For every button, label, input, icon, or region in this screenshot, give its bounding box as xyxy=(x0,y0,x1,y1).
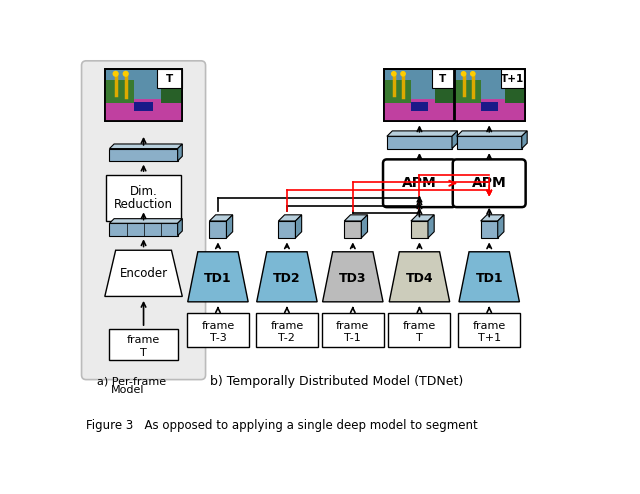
Polygon shape xyxy=(257,252,317,302)
FancyBboxPatch shape xyxy=(81,61,205,379)
FancyBboxPatch shape xyxy=(105,69,182,121)
FancyBboxPatch shape xyxy=(431,69,454,88)
Text: frame: frame xyxy=(127,335,160,345)
FancyBboxPatch shape xyxy=(481,221,498,238)
Polygon shape xyxy=(435,80,455,103)
Text: TD1: TD1 xyxy=(476,272,503,285)
Polygon shape xyxy=(105,250,182,296)
Text: T: T xyxy=(166,74,173,83)
Polygon shape xyxy=(389,252,450,302)
Polygon shape xyxy=(323,252,383,302)
Polygon shape xyxy=(362,215,367,238)
FancyBboxPatch shape xyxy=(278,221,296,238)
Polygon shape xyxy=(387,131,458,136)
Polygon shape xyxy=(522,131,527,149)
Text: T+1: T+1 xyxy=(477,333,500,343)
FancyBboxPatch shape xyxy=(187,313,249,347)
Text: T: T xyxy=(416,333,423,343)
Text: T: T xyxy=(140,348,147,358)
Polygon shape xyxy=(454,99,525,121)
Polygon shape xyxy=(227,215,233,238)
FancyBboxPatch shape xyxy=(106,175,180,221)
Text: T-1: T-1 xyxy=(344,333,361,343)
FancyBboxPatch shape xyxy=(452,160,525,207)
FancyBboxPatch shape xyxy=(457,136,522,149)
Text: Figure 3   As opposed to applying a single deep model to segment: Figure 3 As opposed to applying a single… xyxy=(86,419,478,432)
Polygon shape xyxy=(178,144,182,161)
Text: Reduction: Reduction xyxy=(114,198,173,210)
FancyBboxPatch shape xyxy=(454,69,525,121)
FancyBboxPatch shape xyxy=(383,160,456,207)
Polygon shape xyxy=(209,215,233,221)
Polygon shape xyxy=(428,215,434,238)
Polygon shape xyxy=(278,215,301,221)
Polygon shape xyxy=(105,80,134,103)
Polygon shape xyxy=(296,215,301,238)
Polygon shape xyxy=(178,219,182,236)
Polygon shape xyxy=(457,131,527,136)
Text: T+1: T+1 xyxy=(501,74,524,83)
FancyBboxPatch shape xyxy=(109,329,179,360)
FancyBboxPatch shape xyxy=(387,136,452,149)
Polygon shape xyxy=(344,215,367,221)
Text: frame: frame xyxy=(336,321,369,330)
Polygon shape xyxy=(109,144,182,149)
Text: APM: APM xyxy=(472,176,507,190)
FancyBboxPatch shape xyxy=(157,69,182,88)
Polygon shape xyxy=(384,80,411,103)
Polygon shape xyxy=(505,80,525,103)
FancyBboxPatch shape xyxy=(384,69,455,121)
FancyBboxPatch shape xyxy=(109,223,178,236)
Polygon shape xyxy=(161,80,182,103)
Text: Encoder: Encoder xyxy=(120,267,168,280)
Text: frame: frame xyxy=(270,321,303,330)
Text: frame: frame xyxy=(472,321,506,330)
Text: frame: frame xyxy=(403,321,436,330)
Polygon shape xyxy=(459,252,520,302)
FancyBboxPatch shape xyxy=(411,221,428,238)
Text: a) Per-frame: a) Per-frame xyxy=(97,376,166,386)
Text: frame: frame xyxy=(202,321,235,330)
Circle shape xyxy=(461,71,467,77)
Polygon shape xyxy=(454,80,481,103)
Text: T-3: T-3 xyxy=(209,333,227,343)
Text: T: T xyxy=(439,74,447,83)
Polygon shape xyxy=(481,102,498,112)
Circle shape xyxy=(400,71,406,77)
FancyBboxPatch shape xyxy=(209,221,227,238)
Text: b) Temporally Distributed Model (TDNet): b) Temporally Distributed Model (TDNet) xyxy=(210,374,463,388)
Polygon shape xyxy=(452,131,458,149)
FancyBboxPatch shape xyxy=(501,69,524,88)
FancyBboxPatch shape xyxy=(388,313,451,347)
FancyBboxPatch shape xyxy=(458,313,520,347)
Polygon shape xyxy=(105,99,182,121)
FancyBboxPatch shape xyxy=(256,313,318,347)
Polygon shape xyxy=(384,99,455,121)
FancyBboxPatch shape xyxy=(344,221,362,238)
Text: T-2: T-2 xyxy=(278,333,296,343)
FancyBboxPatch shape xyxy=(109,149,178,161)
Text: APM: APM xyxy=(402,176,437,190)
Circle shape xyxy=(470,71,476,77)
Circle shape xyxy=(123,71,129,77)
Polygon shape xyxy=(498,215,504,238)
Text: TD1: TD1 xyxy=(204,272,232,285)
Circle shape xyxy=(391,71,397,77)
Text: TD4: TD4 xyxy=(406,272,433,285)
Text: Dim.: Dim. xyxy=(130,185,157,198)
FancyBboxPatch shape xyxy=(322,313,384,347)
Circle shape xyxy=(113,71,119,77)
Text: TD2: TD2 xyxy=(273,272,301,285)
Text: TD3: TD3 xyxy=(339,272,367,285)
Polygon shape xyxy=(411,102,428,112)
Polygon shape xyxy=(188,252,248,302)
Polygon shape xyxy=(481,215,504,221)
Polygon shape xyxy=(411,215,434,221)
Polygon shape xyxy=(134,102,153,112)
Polygon shape xyxy=(109,219,182,223)
Text: Model: Model xyxy=(111,385,145,395)
